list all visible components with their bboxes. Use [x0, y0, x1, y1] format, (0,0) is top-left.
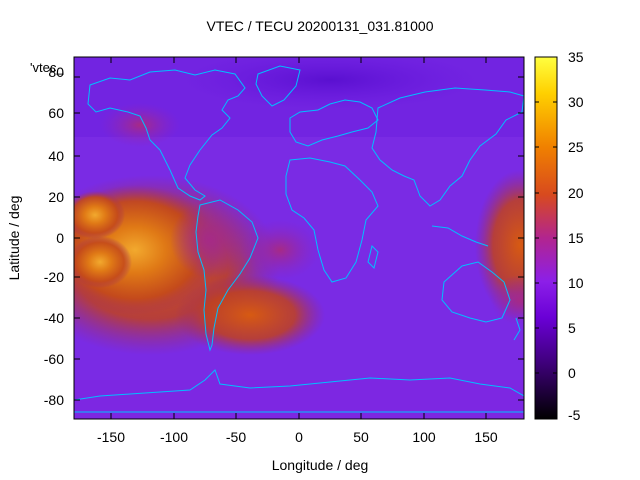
- y-tick-label: -80: [43, 392, 64, 408]
- colorbar-tick-label: 0: [568, 365, 576, 381]
- x-tick-marks: [110, 57, 487, 419]
- y-tick-label: -60: [43, 351, 64, 367]
- y-tick-label: 60: [48, 105, 64, 121]
- y-tick-label: -40: [43, 310, 64, 326]
- colorbar-tick-label: 15: [568, 230, 584, 246]
- x-tick-label: -50: [225, 429, 247, 445]
- x-tick-label: 150: [474, 429, 498, 445]
- x-tick-label: -100: [159, 429, 189, 445]
- chart-title: VTEC / TECU 20200131_031.81000: [206, 18, 434, 34]
- x-tick-label: -150: [96, 429, 126, 445]
- colorbar: [535, 57, 557, 419]
- colorbar-tick-label: 25: [568, 139, 584, 155]
- vtec-field: [74, 57, 524, 419]
- coastlines: [74, 65, 524, 413]
- colorbar-tick-label: 20: [568, 185, 584, 201]
- colorbar-tick-marks: [535, 56, 557, 420]
- x-tick-label: 50: [353, 429, 369, 445]
- y-tick-label: 20: [48, 189, 64, 205]
- x-tick-label: 0: [295, 429, 303, 445]
- y-tick-label: 40: [48, 148, 64, 164]
- x-tick-label: 100: [412, 429, 436, 445]
- colorbar-tick-label: 30: [568, 94, 584, 110]
- y-tick-label: 80: [48, 64, 64, 80]
- colorbar-tick-label: -5: [568, 407, 581, 423]
- x-axis-label: Longitude / deg: [271, 457, 369, 473]
- key-label: 'vtec_: [30, 60, 64, 75]
- y-tick-marks: [74, 76, 524, 401]
- colorbar-tick-label: 10: [568, 275, 584, 291]
- y-tick-label: -20: [43, 269, 64, 285]
- y-axis-label: Latitude / deg: [6, 195, 22, 281]
- colorbar-tick-label: 35: [568, 49, 584, 65]
- y-tick-label: 0: [56, 230, 64, 246]
- colorbar-tick-label: 5: [568, 320, 576, 336]
